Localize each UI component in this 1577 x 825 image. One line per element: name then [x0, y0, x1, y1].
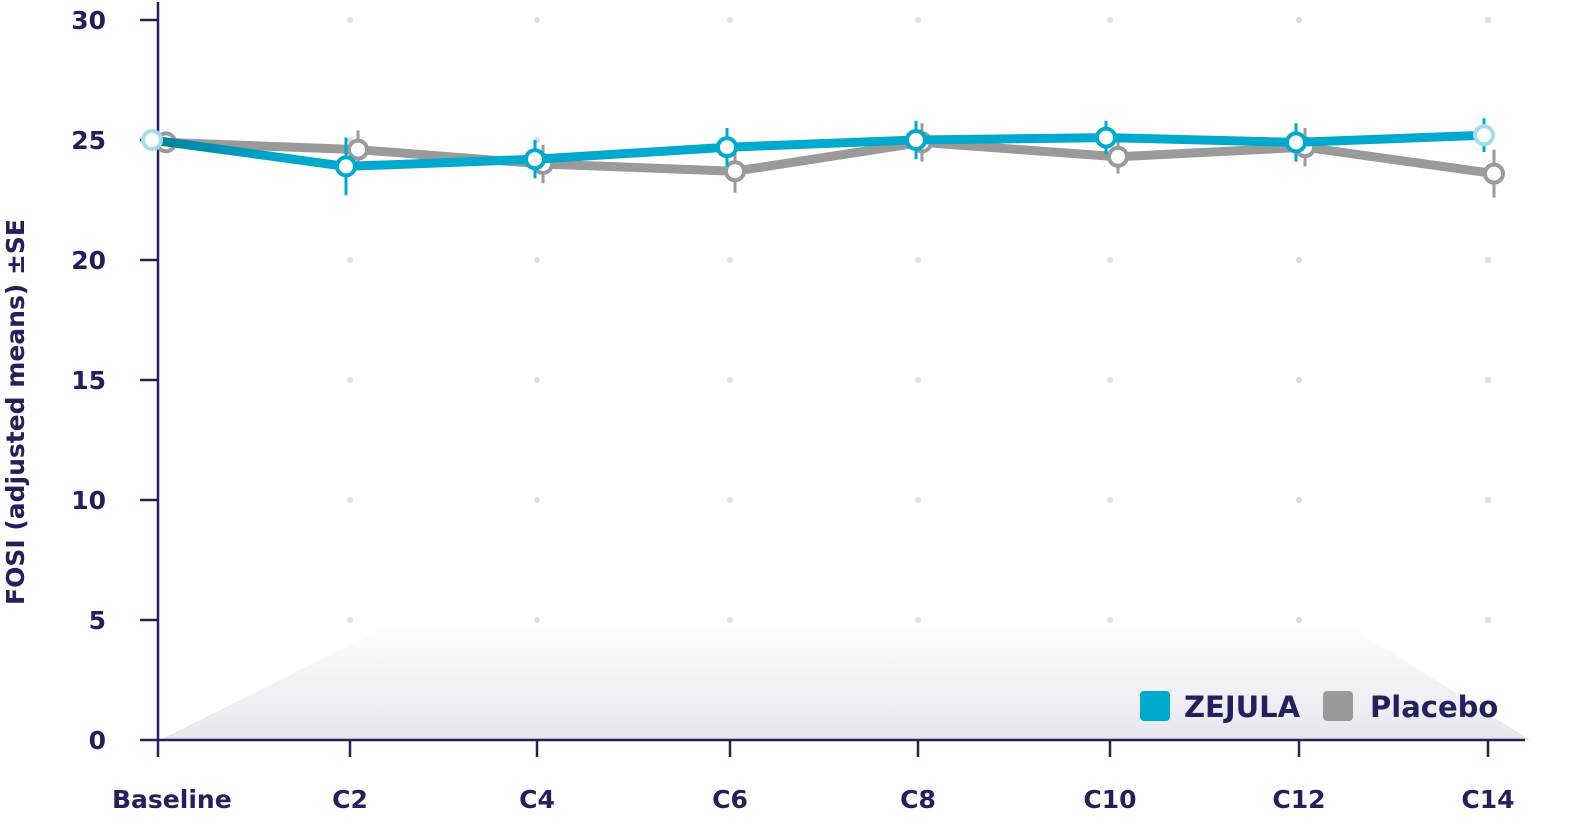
- y-tick-label: 5: [89, 606, 106, 635]
- grid-dot: [727, 377, 733, 383]
- grid-dot: [1107, 617, 1113, 623]
- legend-swatch-placebo: [1323, 691, 1353, 721]
- grid-dot: [915, 17, 921, 23]
- y-tick-label: 20: [71, 246, 106, 275]
- y-tick-label: 0: [89, 726, 106, 755]
- grid-dot: [1296, 257, 1302, 263]
- grid-dot: [534, 377, 540, 383]
- grid-dot: [1485, 257, 1491, 263]
- grid-dot: [727, 617, 733, 623]
- grid-dot: [915, 617, 921, 623]
- series-line-placebo: [161, 137, 1499, 179]
- grid-dot: [347, 617, 353, 623]
- data-point: [524, 148, 546, 171]
- data-point: [724, 160, 746, 183]
- grid-dot: [1107, 377, 1113, 383]
- grid-dot: [1296, 497, 1302, 503]
- grid-dot: [1485, 617, 1491, 623]
- grid-dot: [1107, 497, 1113, 503]
- legend-swatch-zejula: [1140, 691, 1170, 721]
- series: [141, 118, 1505, 198]
- grid-dot: [1296, 17, 1302, 23]
- data-point: [347, 138, 369, 161]
- y-ticks: 0 5 10 15 20 25 30: [71, 6, 158, 755]
- x-tick-label: C12: [1272, 785, 1325, 814]
- grid-dot: [534, 17, 540, 23]
- x-tick-label: C8: [900, 785, 936, 814]
- grid-dot: [727, 257, 733, 263]
- y-axis-title: FOSI (adjusted means) ±SE: [1, 219, 30, 605]
- grid-dot: [534, 617, 540, 623]
- grid-dot: [915, 497, 921, 503]
- data-point: [1473, 124, 1495, 147]
- grid-dot: [915, 377, 921, 383]
- background-wedge: [160, 620, 1530, 740]
- data-point: [335, 155, 357, 178]
- grid-dot: [347, 257, 353, 263]
- legend: ZEJULA Placebo: [1140, 690, 1498, 724]
- x-tick-label: Baseline: [112, 785, 232, 814]
- grid-dot: [347, 377, 353, 383]
- grid-dot: [1107, 257, 1113, 263]
- legend-label-placebo: Placebo: [1370, 690, 1498, 724]
- x-ticks: Baseline C2 C4 C6 C8 C10 C12 C14: [112, 740, 1515, 814]
- series-line-zejula: [147, 130, 1489, 171]
- grid-dots: [347, 17, 1491, 623]
- data-point: [1483, 162, 1505, 185]
- x-tick-label: C6: [712, 785, 748, 814]
- data-point: [141, 129, 163, 151]
- grid-dot: [1296, 377, 1302, 383]
- grid-dot: [1485, 377, 1491, 383]
- y-tick-label: 30: [71, 6, 106, 35]
- data-point: [1107, 145, 1129, 168]
- grid-dot: [727, 497, 733, 503]
- x-tick-label: C2: [332, 785, 368, 814]
- y-tick-label: 10: [71, 486, 106, 515]
- grid-dot: [727, 17, 733, 23]
- legend-label-zejula: ZEJULA: [1184, 690, 1301, 724]
- data-point: [905, 129, 927, 151]
- grid-dot: [534, 257, 540, 263]
- x-tick-label: C10: [1083, 785, 1136, 814]
- grid-dot: [1107, 17, 1113, 23]
- grid-dot: [347, 497, 353, 503]
- grid-dot: [1485, 17, 1491, 23]
- data-point: [716, 136, 738, 159]
- data-point: [1285, 131, 1307, 154]
- grid-dot: [915, 257, 921, 263]
- data-point: [1095, 126, 1117, 149]
- y-tick-label: 15: [71, 366, 106, 395]
- x-tick-label: C14: [1461, 785, 1514, 814]
- axes: [156, 2, 1525, 742]
- grid-dot: [1296, 617, 1302, 623]
- grid-dot: [1485, 497, 1491, 503]
- grid-dot: [534, 497, 540, 503]
- series-zejula: [141, 118, 1495, 196]
- x-tick-label: C4: [519, 785, 555, 814]
- grid-dot: [347, 17, 353, 23]
- y-tick-label: 25: [71, 126, 106, 155]
